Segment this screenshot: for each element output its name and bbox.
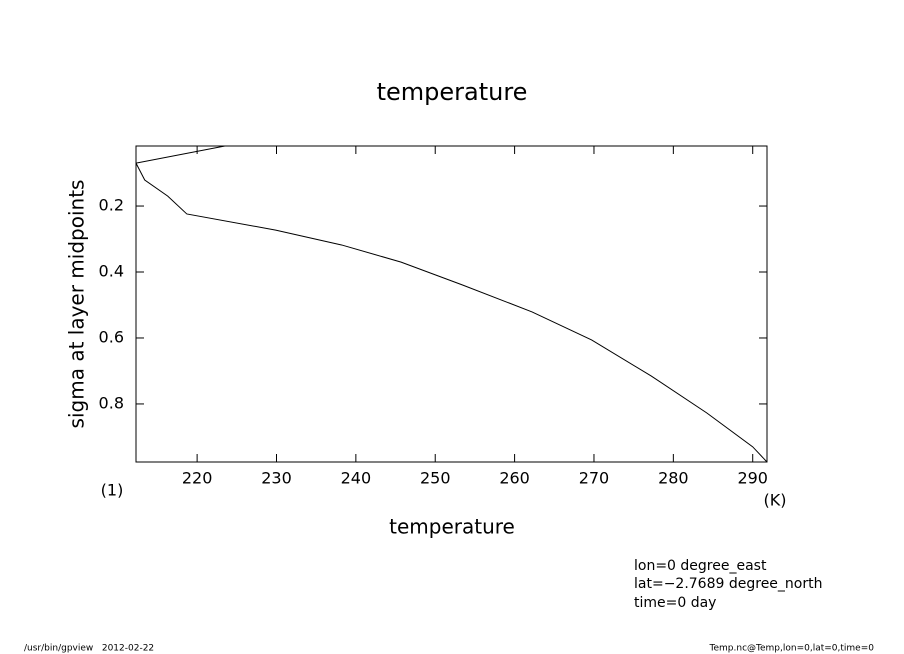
y-tick-label: 0.6: [99, 327, 124, 346]
x-tick-label: 230: [261, 469, 292, 488]
y-tick-label: 0.8: [99, 393, 124, 412]
y-tick-label: 0.4: [99, 262, 124, 281]
x-axis-label: temperature: [389, 515, 515, 539]
x-tick-label: 290: [737, 469, 768, 488]
x-tick-label: 240: [341, 469, 372, 488]
annotation: lat=−2.7689 degree_north: [634, 576, 822, 592]
y-tick-label: 0.2: [99, 196, 124, 215]
x-tick-label: 250: [420, 469, 451, 488]
x-tick-label: 260: [499, 469, 530, 488]
footer: Temp.nc@Temp,lon=0,lat=0,time=0: [709, 644, 875, 654]
data-line: [136, 146, 767, 462]
x-tick-label: 280: [658, 469, 689, 488]
x-tick-label: 270: [579, 469, 610, 488]
x-tick-label: 220: [182, 469, 213, 488]
annotation: time=0 day: [634, 595, 716, 611]
x-unit: (K): [764, 491, 787, 510]
chart-title: temperature: [377, 78, 528, 106]
y-axis-label: sigma at layer midpoints: [65, 180, 89, 429]
y-unit: (1): [101, 481, 124, 500]
footer: /usr/bin/gpview 2012-02-22: [24, 644, 154, 654]
annotation: lon=0 degree_east: [634, 558, 767, 574]
plot-frame: [135, 145, 768, 463]
